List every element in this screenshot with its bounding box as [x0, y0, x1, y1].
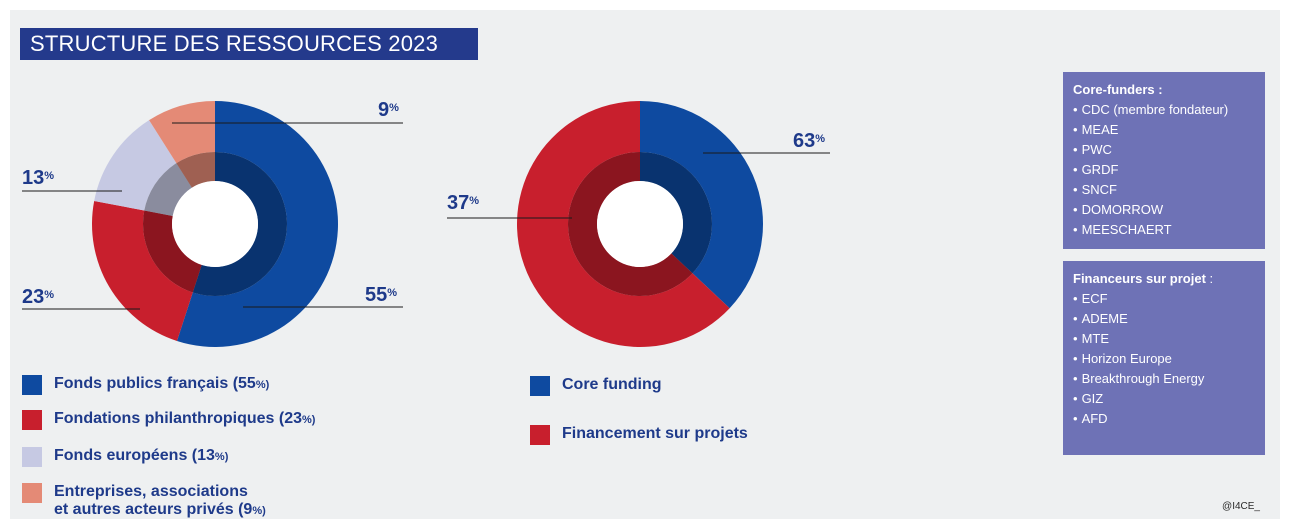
- legend-item-european-funds: Fonds européens (13%): [22, 447, 228, 467]
- label-project-funding: 63%: [793, 130, 826, 152]
- core-funder-item: MEESCHAERT: [1073, 220, 1257, 240]
- label-core-funding: 37%: [447, 192, 480, 214]
- resources-inner-ring-1: [142, 210, 202, 293]
- legend-swatch: [530, 425, 550, 445]
- core-funder-item: GRDF: [1073, 160, 1257, 180]
- project-funder-item: ADEME: [1073, 309, 1257, 329]
- resources-center-hole: [172, 181, 258, 267]
- funding-inner-ring-1: [567, 152, 693, 296]
- label-french-public-funds: 55%: [365, 284, 398, 306]
- project-funders-box: Financeurs sur projet : ECFADEMEMTEHoriz…: [1063, 261, 1265, 455]
- resources-inner-ring-3: [176, 152, 215, 188]
- core-funders-box: Core-funders : CDC (membre fondateur)MEA…: [1063, 72, 1265, 249]
- project-funder-item: AFD: [1073, 409, 1257, 429]
- funding-inner-ring-shade: [568, 152, 712, 296]
- legend-swatch: [530, 376, 550, 396]
- core-funder-item: SNCF: [1073, 180, 1257, 200]
- legend-swatch: [22, 375, 42, 395]
- label-philanthropic-foundations: 23%: [22, 286, 55, 308]
- label-private-actors: 9%: [378, 99, 399, 121]
- project-funder-item: MTE: [1073, 329, 1257, 349]
- core-funder-item: PWC: [1073, 140, 1257, 160]
- legend-item-french-public-funds: Fonds publics français (55%): [22, 375, 269, 395]
- project-funder-item: GIZ: [1073, 389, 1257, 409]
- donut-chart-funding-type: [516, 101, 763, 347]
- resources-inner-ring-2: [144, 163, 192, 216]
- page-title: STRUCTURE DES RESSOURCES 2023: [20, 28, 478, 60]
- label-european-funds: 13%: [22, 167, 55, 189]
- funding-center-hole: [597, 181, 683, 267]
- project-funder-item: Breakthrough Energy: [1073, 369, 1257, 389]
- project-funders-heading: Financeurs sur projet :: [1073, 271, 1214, 286]
- core-funder-item: DOMORROW: [1073, 200, 1257, 220]
- resources-slice-3: [149, 101, 215, 164]
- funding-inner-ring-0: [640, 152, 712, 274]
- legend-item-core-funding: Core funding: [530, 376, 662, 396]
- donut-chart-resources: [92, 101, 338, 347]
- resources-inner-ring-shade: [143, 152, 287, 296]
- label-leader-lines: [22, 122, 830, 310]
- core-funders-heading: Core-funders :: [1073, 82, 1163, 97]
- funding-slice-1: [516, 101, 730, 347]
- resources-inner-ring-0: [192, 152, 287, 296]
- resources-slice-0: [176, 101, 338, 347]
- core-funder-item: CDC (membre fondateur): [1073, 100, 1257, 120]
- resources-slice-2: [94, 120, 177, 211]
- core-funder-item: MEAE: [1073, 120, 1257, 140]
- project-funder-item: ECF: [1073, 289, 1257, 309]
- legend-swatch: [22, 483, 42, 503]
- project-funder-item: Horizon Europe: [1073, 349, 1257, 369]
- legend-item-private-actors: Entreprises, associations et autres acteu…: [22, 483, 266, 520]
- legend-swatch: [22, 447, 42, 467]
- core-funders-list: CDC (membre fondateur)MEAEPWCGRDFSNCFDOM…: [1073, 100, 1257, 240]
- legend-swatch: [22, 410, 42, 430]
- resources-slice-1: [92, 200, 193, 341]
- legend-item-project-funding: Financement sur projets: [530, 425, 748, 445]
- credit-handle: @I4CE_: [1222, 501, 1260, 512]
- project-funders-list: ECFADEMEMTEHorizon EuropeBreakthrough En…: [1073, 289, 1257, 429]
- legend-item-philanthropic-foundations: Fondations philanthropiques (23%): [22, 410, 315, 430]
